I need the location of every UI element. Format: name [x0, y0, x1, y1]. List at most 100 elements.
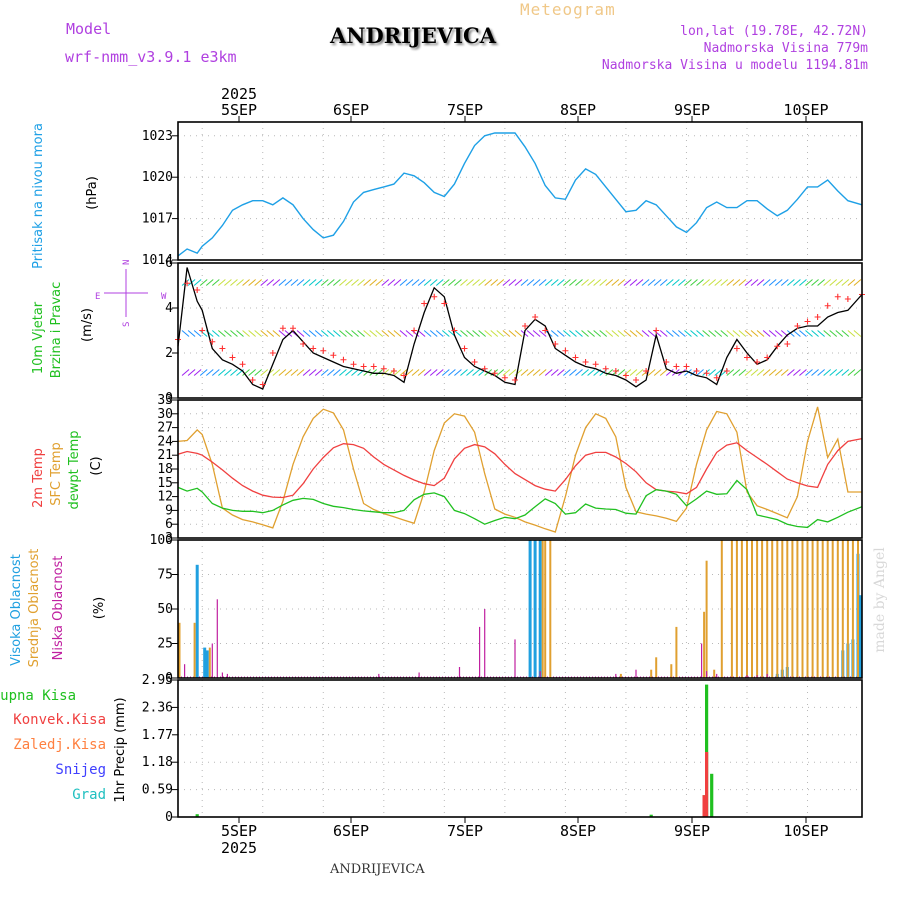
wind-barb — [248, 330, 256, 337]
sfc-temp-line — [177, 406, 862, 533]
wind-barb — [811, 369, 819, 376]
wind-gust-marker — [390, 368, 397, 374]
y-tick-label: 9 — [165, 503, 173, 518]
wind-barb — [665, 330, 674, 337]
wind-barb — [847, 369, 856, 376]
wind-barb — [756, 330, 765, 337]
wind-gust-marker — [764, 354, 771, 361]
wind-barb — [811, 279, 819, 286]
cloud-low-bar — [716, 673, 718, 678]
wind-barb — [569, 369, 577, 376]
wind-barb — [399, 279, 408, 286]
wind-barb — [587, 369, 595, 376]
wind-barb — [635, 369, 644, 376]
wind-gust-marker — [310, 345, 317, 352]
cloud-low-bar — [746, 675, 748, 678]
wind-barb — [726, 330, 735, 337]
y-tick-label: 0.59 — [142, 783, 173, 798]
cloud-high-bar — [533, 540, 537, 678]
wind-barb — [823, 330, 831, 337]
wind-barb — [260, 369, 269, 376]
wind-barb — [484, 279, 493, 286]
wind-barb — [593, 330, 601, 337]
wind-gust-marker — [451, 327, 458, 334]
y-tick-label: 0 — [165, 810, 173, 825]
lonlat-text: lon,lat (19.78E, 42.72N) — [680, 24, 868, 39]
wind-barb — [405, 330, 414, 337]
wind-gust-marker — [562, 347, 569, 354]
wind-barb — [708, 330, 716, 337]
wind-barb — [435, 279, 444, 286]
wind-barb — [623, 279, 632, 286]
cloud-mid-bar — [720, 540, 723, 678]
wind-gust-marker — [653, 327, 660, 334]
wind-barb — [762, 279, 771, 286]
wind-barb — [478, 330, 486, 337]
cloud-mid-bar — [740, 540, 743, 678]
wind-barb — [780, 279, 789, 286]
wind-barb — [756, 279, 765, 286]
wind-barb — [496, 369, 505, 376]
y-tick-label: 1020 — [142, 170, 173, 185]
precip-total-bar — [710, 773, 714, 817]
wind-barb — [550, 369, 559, 376]
wind-barb — [454, 369, 462, 376]
wind-gust-marker — [612, 368, 619, 374]
wind-gust-marker — [481, 365, 488, 372]
wind-barb — [853, 279, 862, 286]
wind-gust-marker — [184, 280, 191, 287]
y-tick-label: 12 — [157, 490, 173, 505]
wind-barb — [799, 330, 807, 337]
wind-gust-marker — [300, 341, 307, 347]
wind-gust-marker — [350, 361, 357, 368]
wind-barb — [617, 369, 626, 376]
wind-gust-marker — [290, 325, 297, 332]
wind-compass: N S W E — [95, 260, 167, 327]
app-title: Meteogram — [520, 0, 616, 19]
wind-barb — [302, 369, 311, 376]
wind-barb — [314, 369, 323, 376]
precip-total-bar — [195, 814, 199, 817]
dewpt-temp-line — [177, 479, 863, 529]
cloud-mid-bar — [670, 664, 673, 678]
wind-barb — [429, 330, 438, 337]
wind-barb — [205, 369, 214, 376]
wind-barb — [199, 279, 208, 286]
cloud-low-bar — [539, 671, 541, 678]
wind-barb — [696, 279, 704, 286]
wind-gust-marker — [279, 325, 286, 332]
cloud-low-bar — [756, 675, 758, 678]
wind-gust-marker — [532, 314, 539, 320]
wind-barb — [696, 330, 704, 337]
wind-barb — [466, 279, 474, 286]
wind-barb — [678, 279, 686, 286]
wind-barb — [714, 369, 723, 376]
wind-barb — [484, 330, 493, 337]
wind-barb — [314, 279, 323, 286]
cloud-mid-bar — [655, 657, 658, 678]
wind-barb — [254, 369, 262, 376]
wind-barb — [236, 330, 244, 337]
wind-barb — [835, 369, 844, 376]
wind-barb — [738, 369, 747, 376]
wind-barb — [750, 279, 759, 286]
wind-gust-marker — [663, 359, 670, 365]
wind-barb — [532, 330, 541, 337]
wind-barb — [248, 369, 256, 376]
wind-barb — [230, 279, 238, 286]
wind-barb — [435, 330, 444, 337]
compass-e: E — [95, 292, 100, 302]
wind-speed-line — [177, 267, 863, 390]
wind-barb — [278, 369, 287, 376]
wind-barb — [278, 330, 287, 337]
bottom-date-label: 8SEP — [560, 822, 596, 840]
y-tick-label: 0 — [165, 671, 173, 686]
wind-barb — [508, 369, 517, 376]
wind-barb — [230, 369, 238, 376]
cloud-mid-bar — [544, 540, 547, 678]
wind-barb — [690, 330, 698, 337]
wind-gust-marker — [673, 363, 680, 370]
cloud-unit: (%) — [92, 597, 107, 620]
wind-barb — [260, 330, 269, 337]
